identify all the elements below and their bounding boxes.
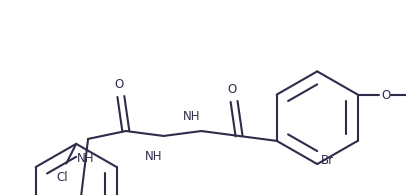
Text: O: O (228, 83, 237, 95)
Text: Cl: Cl (57, 172, 68, 184)
Text: Br: Br (321, 154, 334, 167)
Text: O: O (114, 78, 123, 91)
Text: NH: NH (183, 110, 200, 123)
Text: O: O (381, 89, 391, 102)
Text: NH: NH (77, 152, 95, 165)
Text: NH: NH (145, 150, 162, 163)
